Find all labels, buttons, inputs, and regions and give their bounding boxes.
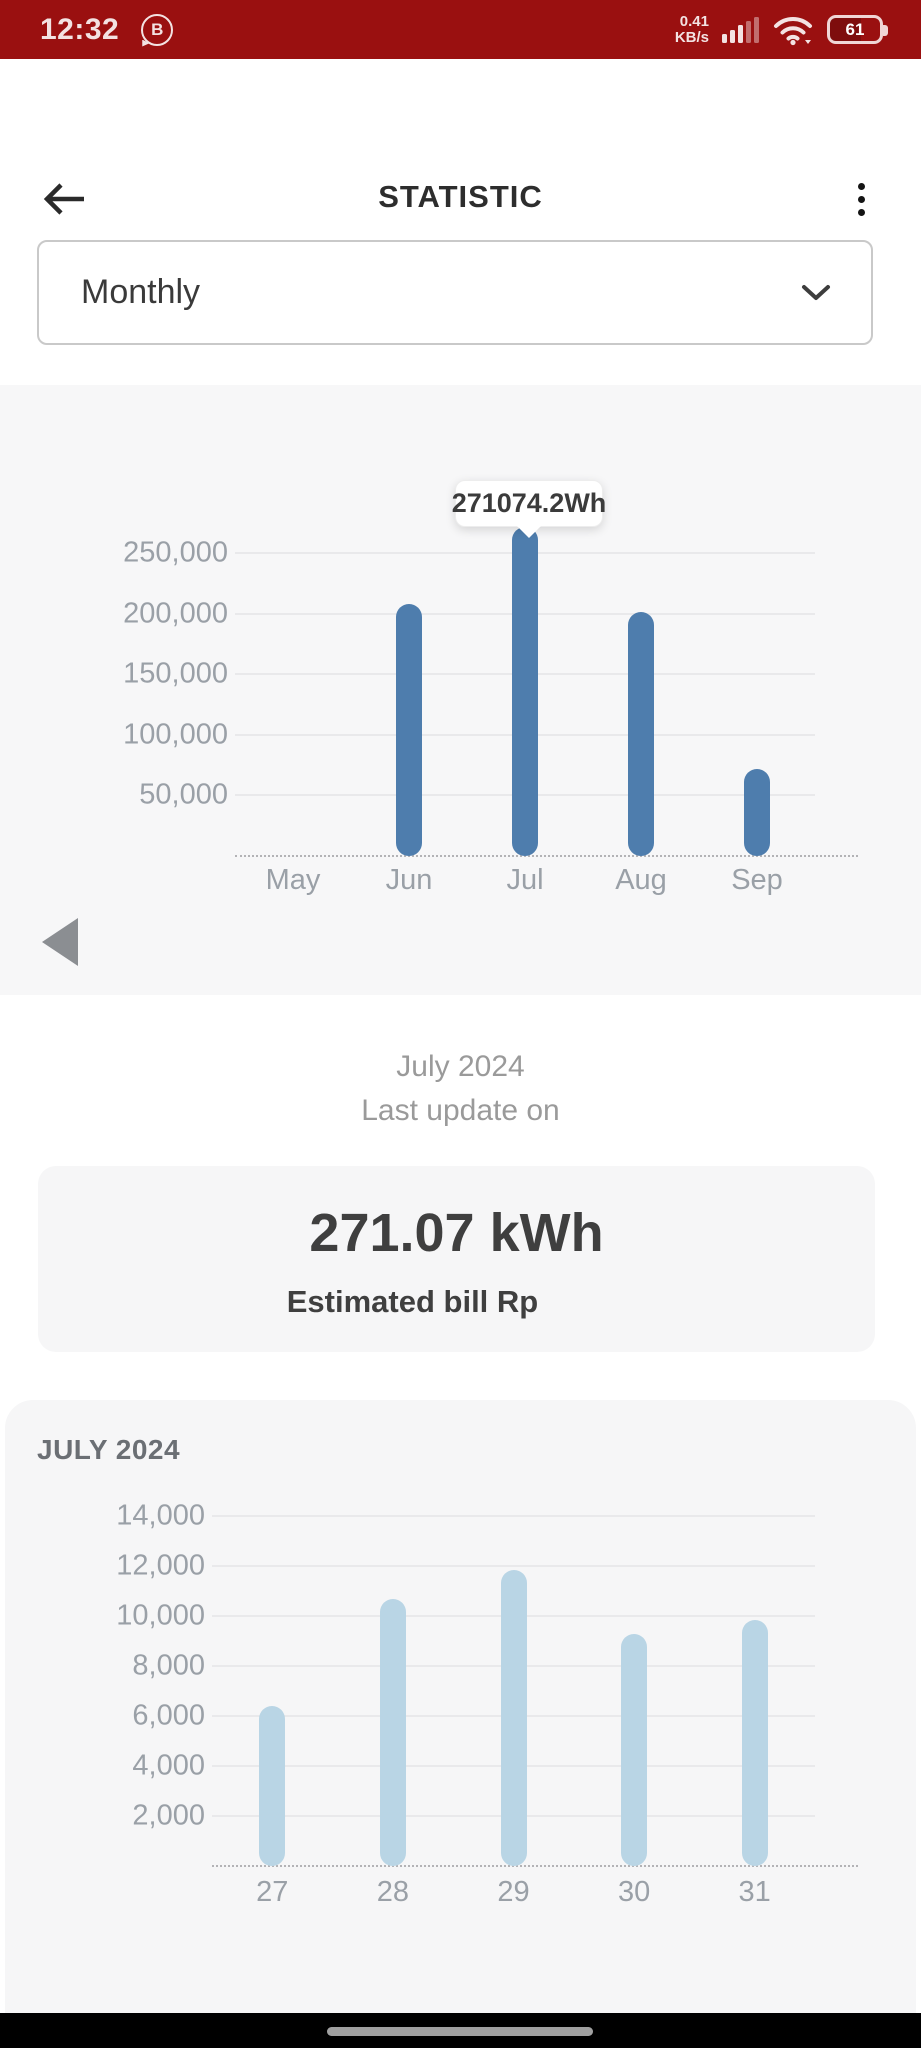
chart-tooltip-value: 271074.2Wh [451, 488, 607, 518]
bar-31[interactable] [741, 1619, 768, 1866]
kebab-dot [857, 195, 865, 203]
bar-Jul[interactable] [512, 527, 538, 856]
status-bar-right: 0.41 KB/s 61 [674, 12, 888, 46]
clock: 12:32 [40, 12, 120, 46]
bar-28[interactable] [379, 1598, 406, 1866]
bar-Sep[interactable] [744, 768, 770, 856]
messenger-badge-icon: B [141, 13, 174, 46]
battery-percent: 61 [845, 19, 865, 39]
left-triangle-icon [42, 918, 78, 966]
period-dropdown[interactable]: Monthly [37, 240, 873, 345]
status-bar-left: 12:32 B [40, 12, 174, 47]
page-title: STATISTIC [378, 179, 543, 214]
network-speed: 0.41 KB/s [674, 12, 709, 46]
back-button[interactable] [30, 167, 100, 231]
network-speed-value: 0.41 [679, 12, 709, 30]
kebab-menu-button[interactable] [831, 167, 891, 231]
battery-fill [830, 18, 861, 41]
chart-tooltip: 271074.2Wh [452, 480, 606, 527]
wifi-icon [772, 14, 814, 46]
bar-Aug[interactable] [628, 612, 654, 856]
kebab-dot [857, 208, 865, 216]
monthly-chart-section [0, 385, 921, 995]
bar-30[interactable] [621, 1633, 648, 1866]
chevron-down-icon [802, 284, 830, 300]
system-nav-bar [0, 2013, 921, 2048]
home-indicator[interactable] [327, 2027, 593, 2036]
status-bar: 12:32 B 0.41 KB/s [0, 0, 921, 59]
back-arrow-icon [43, 183, 84, 215]
daily-chart-card [5, 1400, 916, 2013]
estimated-bill-label: Estimated bill Rp [286, 1284, 539, 1319]
last-update-label: Last update on [361, 1094, 560, 1127]
daily-section-title: JULY 2024 [37, 1434, 181, 1465]
network-speed-unit: KB/s [674, 28, 709, 46]
energy-summary-card: 271.07 kWh Estimated bill Rp [38, 1166, 875, 1352]
battery-icon: 61 [827, 15, 888, 44]
selected-month-label: July 2024 [396, 1050, 525, 1083]
messenger-badge-letter: B [151, 19, 164, 39]
signal-strength-icon [722, 16, 759, 43]
page-header: STATISTIC [0, 59, 921, 216]
energy-value: 271.07 kWh [309, 1203, 604, 1263]
bar-27[interactable] [259, 1706, 286, 1866]
previous-period-button[interactable] [30, 908, 90, 976]
bar-Jun[interactable] [396, 603, 422, 856]
period-dropdown-value: Monthly [81, 273, 201, 311]
bar-29[interactable] [500, 1569, 527, 1866]
kebab-dot [857, 182, 865, 190]
